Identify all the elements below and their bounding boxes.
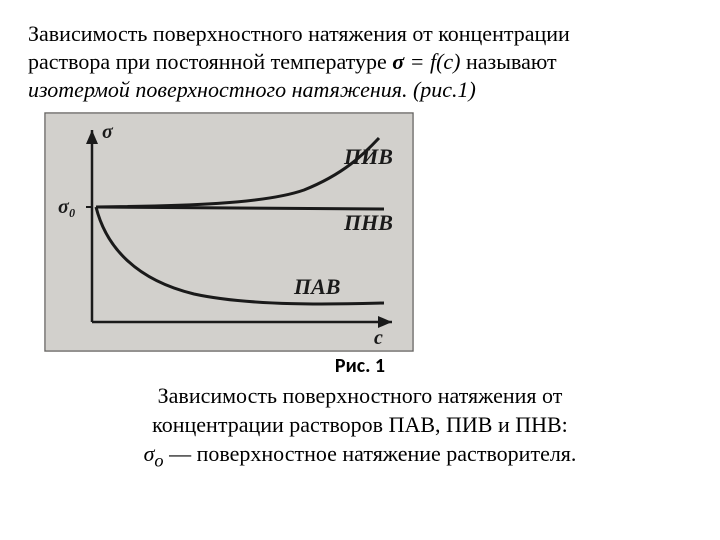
intro-eq: = f(c) (410, 49, 461, 74)
caption-sigma-sub: о (154, 450, 163, 470)
svg-text:σ₀: σ₀ (58, 196, 76, 218)
caption-sigma: σ (144, 441, 155, 466)
intro-line1: Зависимость поверхностного натяжения от … (28, 21, 570, 46)
figure-caption: Зависимость поверхностного натяжения от … (28, 382, 692, 472)
svg-text:ПАВ: ПАВ (293, 274, 340, 299)
intro-line2a: раствора при постоянной температуре (28, 49, 392, 74)
caption-l3: σо — поверхностное натяжение растворител… (144, 441, 577, 466)
chart-svg: σ с σ₀ ПИВ ПНВ ПАВ (44, 112, 414, 352)
svg-text:ПИВ: ПИВ (343, 144, 393, 169)
page: Зависимость поверхностного натяжения от … (0, 0, 720, 483)
svg-text:ПНВ: ПНВ (343, 210, 393, 235)
intro-line2c: называют (466, 49, 557, 74)
svg-text:с: с (374, 327, 383, 349)
caption-l3b: — поверхностное натяжение растворителя. (164, 441, 577, 466)
figure-container: σ с σ₀ ПИВ ПНВ ПАВ (28, 112, 692, 352)
intro-text: Зависимость поверхностного натяжения от … (28, 20, 692, 104)
intro-line3: изотермой поверхностного натяжения. (рис… (28, 77, 476, 102)
caption-l1: Зависимость поверхностного натяжения от (158, 383, 563, 408)
svg-text:σ: σ (102, 121, 114, 143)
caption-l2: концентрации растворов ПАВ, ПИВ и ПНВ: (152, 412, 568, 437)
sigma-symbol: σ (392, 49, 404, 74)
isotherm-chart: σ с σ₀ ПИВ ПНВ ПАВ (44, 112, 692, 352)
figure-number: Рис. 1 (28, 354, 692, 378)
